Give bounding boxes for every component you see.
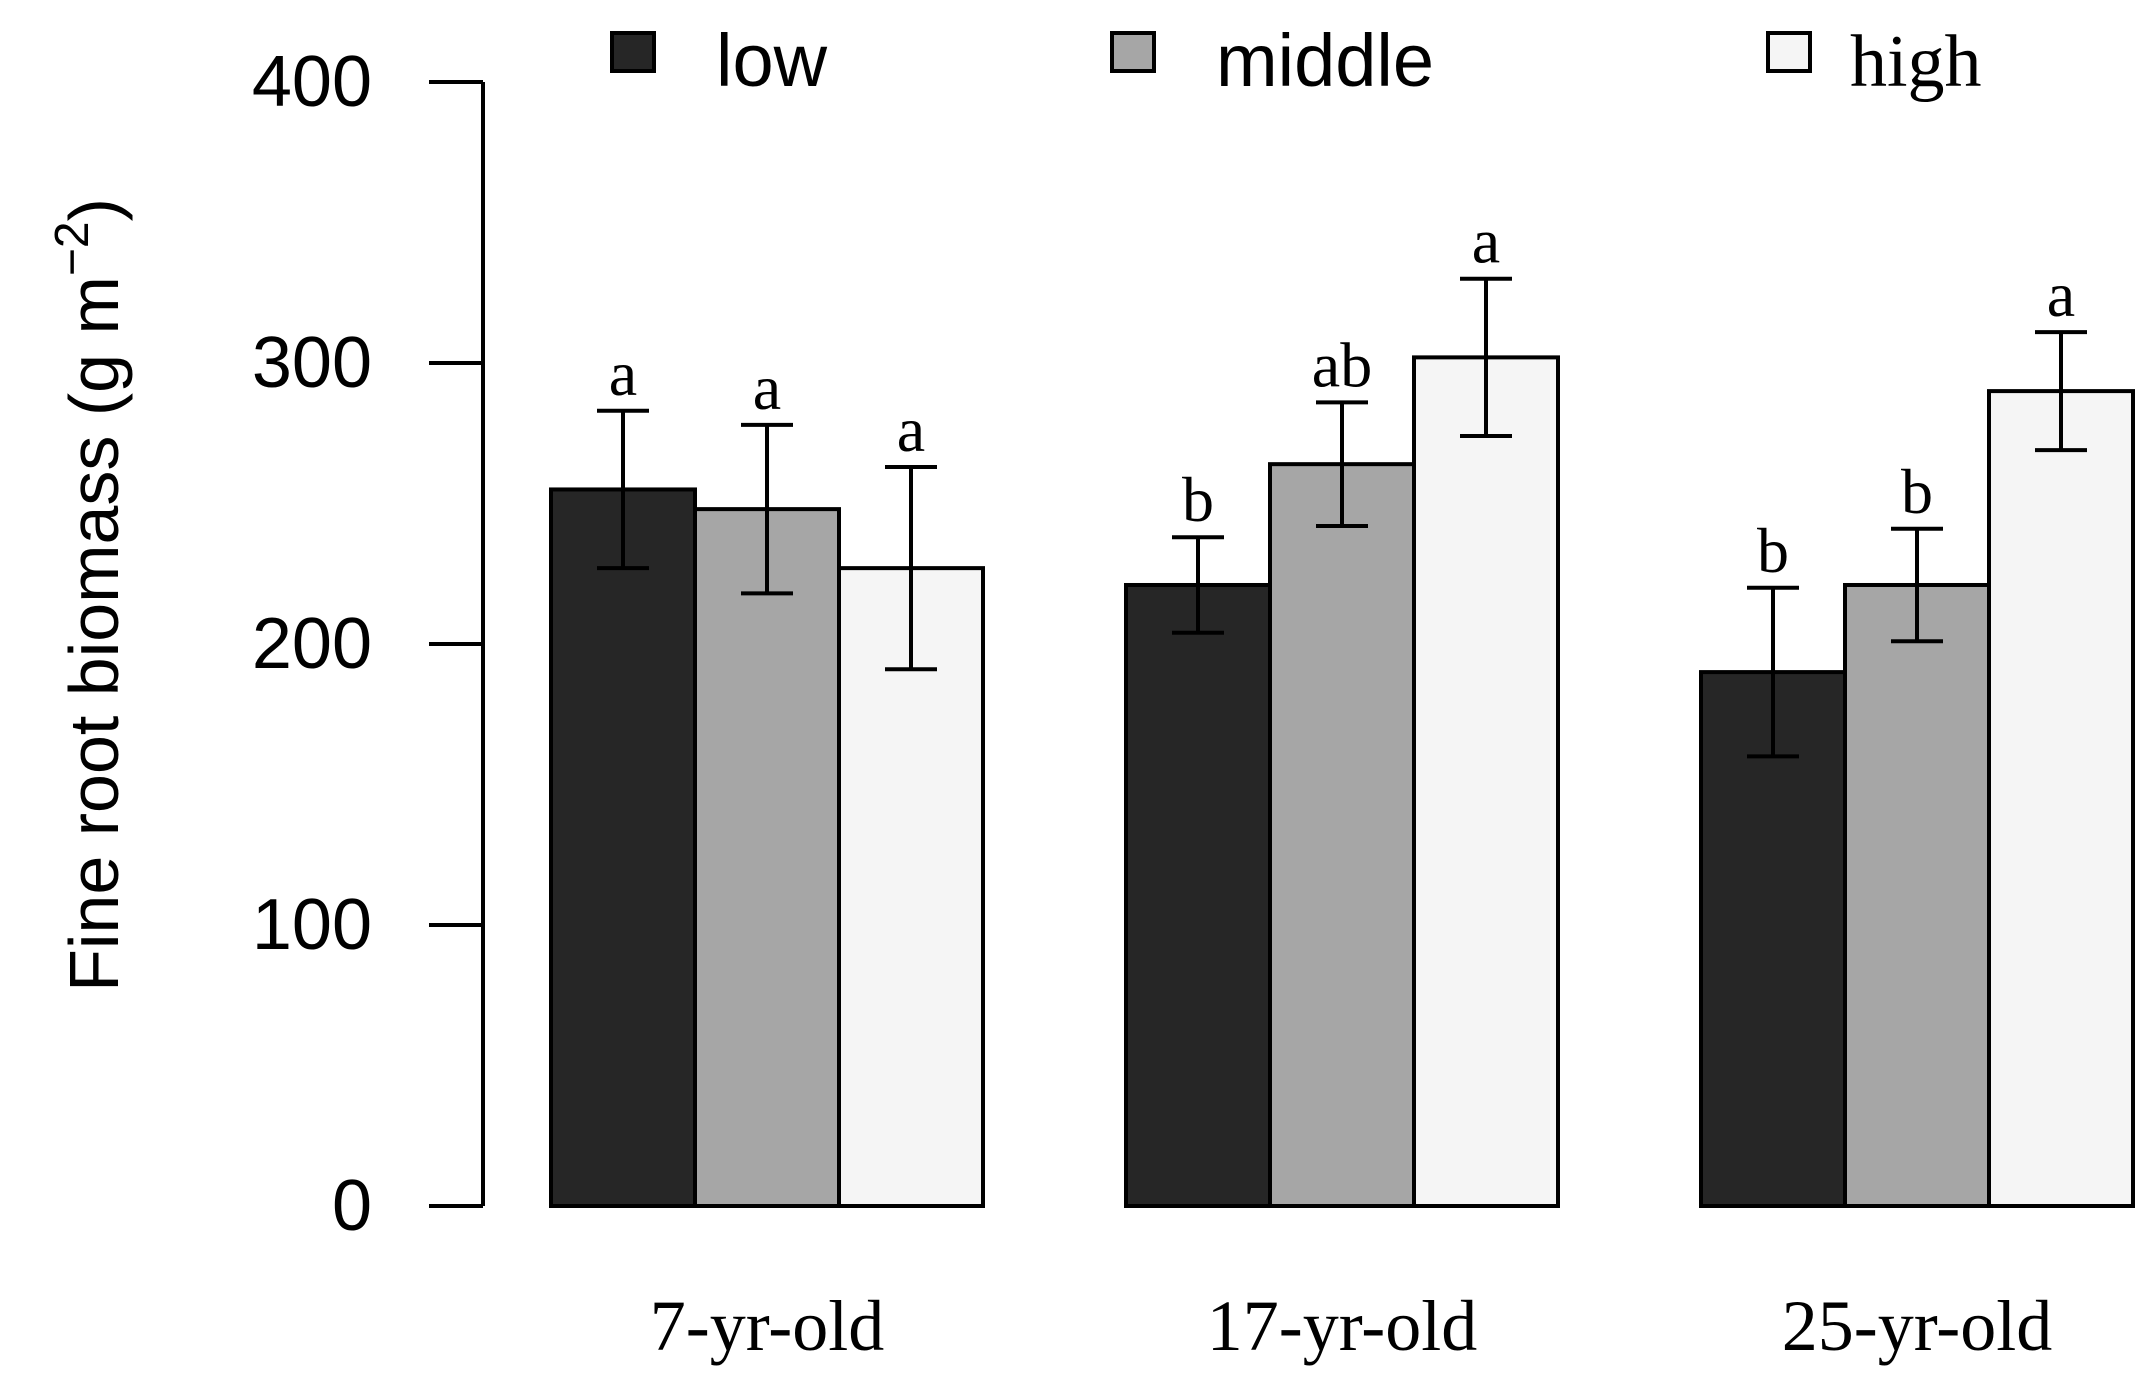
error-bar-low-3 [1747,585,1799,759]
error-bar-high-1 [885,464,937,672]
bar-middle-3 [1843,582,1991,1208]
bar-middle-1 [693,507,841,1208]
significance-label-middle-3: b [1901,456,1933,527]
significance-label-high-3: a [2047,259,2075,330]
significance-label-middle-2: ab [1312,329,1372,400]
y-axis-label-main: Fine root biomass (g m [55,276,133,992]
error-bar-middle-2 [1316,400,1368,528]
error-bar-high-2 [1460,276,1512,439]
x-tick-label-2: 17-yr-old [1207,1286,1478,1366]
x-tick-label-1: 7-yr-old [650,1286,885,1366]
error-bars [597,276,2087,759]
error-bar-middle-3 [1891,526,1943,644]
error-bar-high-3 [2035,330,2087,453]
error-bar-low-2 [1172,535,1224,635]
significance-label-low-3: b [1757,515,1789,586]
legend-item-high: high [1766,21,1982,103]
legend-swatch [1110,31,1156,73]
bar-high-2 [1412,355,1560,1208]
bar-high-1 [837,566,985,1208]
legend-swatch [1766,31,1812,73]
y-tick-label: 200 [252,604,372,684]
error-bar-middle-1 [741,422,793,596]
legend-item-low: low [610,19,828,102]
significance-label-high-1: a [897,394,925,465]
y-axis-label-close: ) [55,198,133,221]
legend-item-middle: middle [1110,19,1434,102]
y-tick-label: 300 [252,323,372,403]
legend-label: low [716,19,828,102]
y-axis: 0 100 200 300 400 [252,42,485,1246]
y-tick-label: 0 [332,1166,372,1246]
y-tick-label: 400 [252,42,372,122]
legend-label: middle [1216,19,1434,102]
x-tick-label-3: 25-yr-old [1782,1286,2053,1366]
y-axis-label-superscript: −2 [46,221,99,276]
x-axis-labels: 7-yr-old 17-yr-old 25-yr-old [650,1286,2053,1366]
y-axis-label: Fine root biomass (g m−2) [46,198,133,992]
legend-label: high [1850,21,1982,103]
bar-high-3 [1987,389,2135,1209]
significance-label-high-2: a [1472,206,1500,277]
significance-label-low-1: a [609,338,637,409]
bar-low-2 [1124,582,1272,1208]
bar-low-1 [549,487,697,1208]
bar-middle-2 [1268,462,1416,1209]
significance-label-low-2: b [1182,464,1214,535]
y-tick-label: 100 [252,885,372,965]
error-bar-low-1 [597,408,649,571]
significance-label-middle-1: a [753,352,781,423]
legend-swatch [610,31,656,73]
legend: low middle high [610,19,1982,103]
